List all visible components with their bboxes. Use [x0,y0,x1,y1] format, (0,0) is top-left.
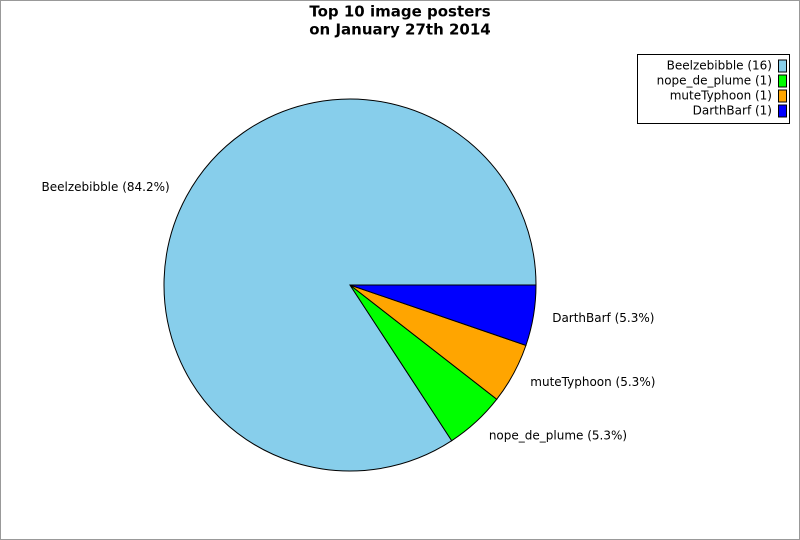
legend-label: DarthBarf (1) [693,104,772,118]
legend-label: Beelzebibble (16) [667,59,772,73]
legend-swatch [778,104,787,118]
slice-label: nope_de_plume (5.3%) [489,428,627,442]
legend-swatch [778,59,787,73]
slice-label: DarthBarf (5.3%) [552,311,654,325]
legend-label: nope_de_plume (1) [657,74,772,88]
legend-label: muteTyphoon (1) [670,89,772,103]
slice-label: muteTyphoon (5.3%) [530,375,655,389]
pie-slice [349,284,537,347]
chart-title: Top 10 image posters [309,3,490,21]
legend-swatch [778,74,787,88]
slice-label: Beelzebibble (84.2%) [41,180,169,194]
legend-box [637,54,790,124]
legend-swatch [778,89,787,103]
chart-subtitle: on January 27th 2014 [309,21,490,39]
